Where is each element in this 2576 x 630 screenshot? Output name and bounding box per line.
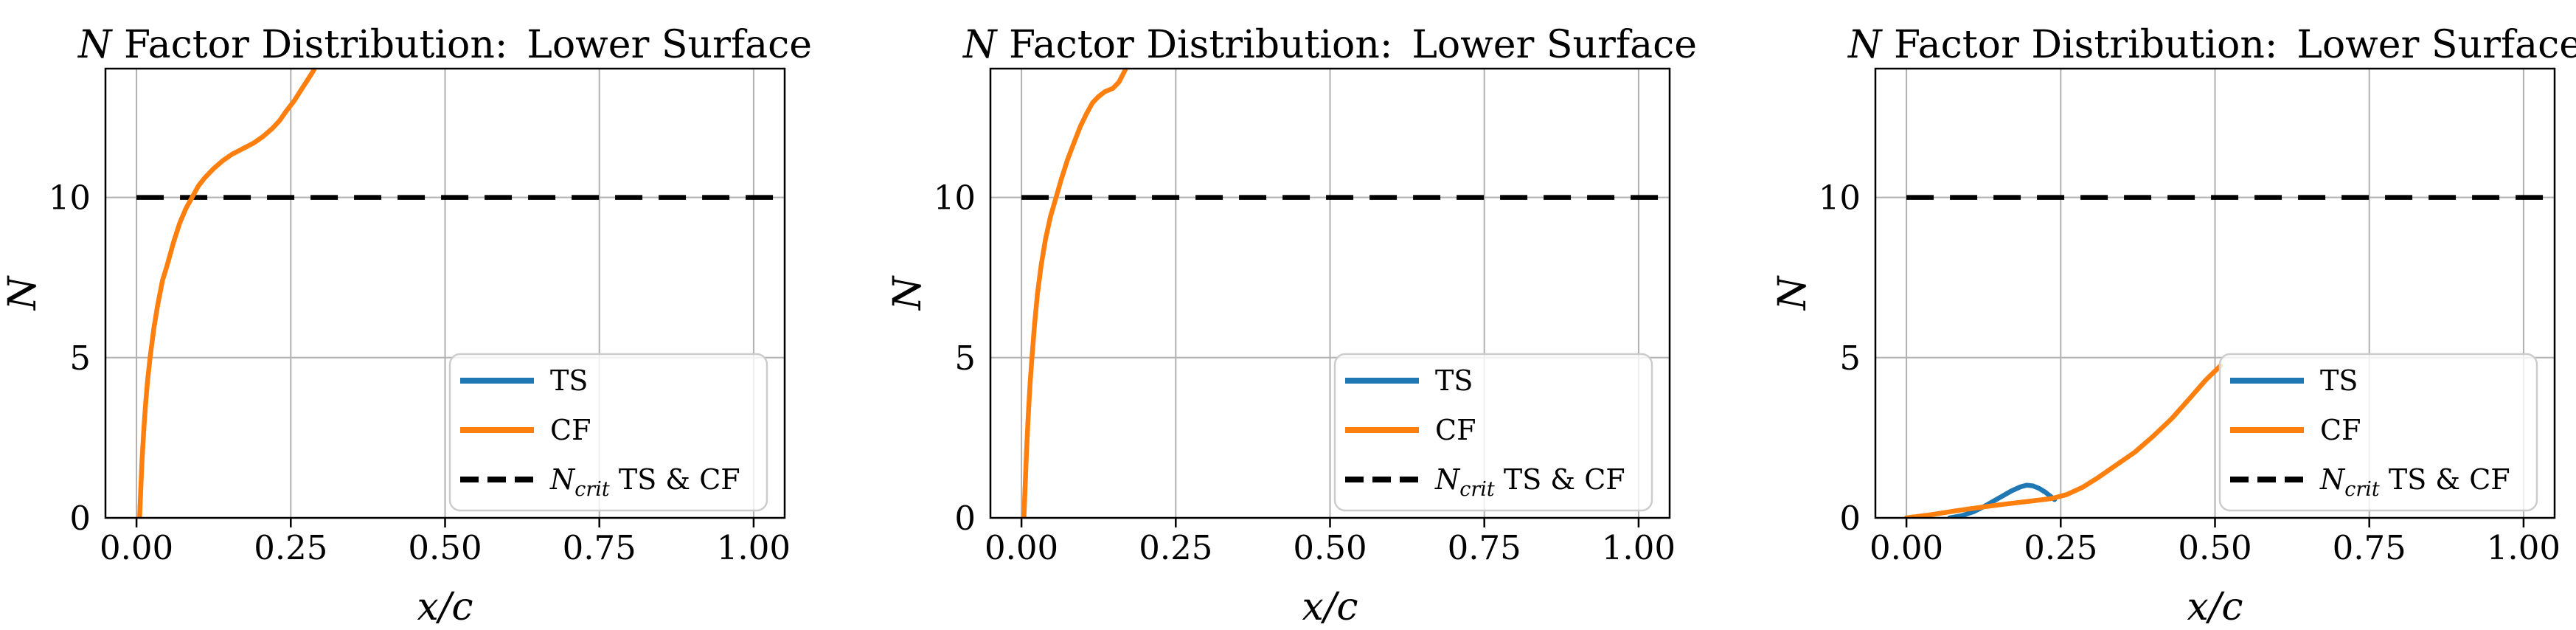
y-tick-label: 5	[1839, 339, 1861, 378]
y-tick-label: 0	[954, 499, 976, 538]
subplot-center: 0.00 0.25 0.50 0.75 1.00 0 5 10 N Factor Distrib…	[886, 23, 1697, 629]
x-axis-label: x/c	[1302, 585, 1358, 629]
x-axis-label: x/c	[417, 585, 473, 629]
legend-label-math: N	[549, 463, 576, 496]
x-tick-label: 0.00	[985, 528, 1058, 567]
cf-curve	[1903, 363, 2223, 518]
legend-label-math: N	[2319, 463, 2346, 496]
plot-title: N Factor Distribution: Lower Surface	[962, 23, 1697, 67]
y-tick-label: 0	[1839, 499, 1861, 538]
legend-frame	[448, 353, 768, 512]
legend-label-rest: TS & CF	[2380, 463, 2510, 496]
ts-curve	[1947, 482, 2058, 518]
legend-label-sub: crit	[2344, 478, 2380, 501]
plot-title-math: N	[1847, 23, 1883, 67]
y-tick-label: 10	[49, 179, 91, 218]
plot-title-math: N	[77, 23, 113, 67]
y-tick-label: 10	[1819, 179, 1861, 218]
subplot-left: 0.00 0.25 0.50 0.75 1.00 0 5 10 N Factor Distrib…	[1, 23, 812, 629]
legend-label-sub: crit	[574, 478, 610, 501]
x-tick-label: 0.25	[2024, 528, 2097, 567]
legend-label-cf: CF	[1435, 414, 1476, 446]
legend-label-ts: TS	[1435, 364, 1473, 397]
legend-label-rest: TS & CF	[610, 463, 740, 496]
plot-title-math: N	[962, 23, 998, 67]
x-tick-label: 1.00	[717, 528, 791, 567]
x-tick-label: 0.00	[100, 528, 173, 567]
x-tick-label: 0.75	[2333, 528, 2406, 567]
legend: TS CF Ncrit TS & CF	[2218, 353, 2538, 512]
x-tick-label: 0.75	[563, 528, 636, 567]
x-tick-label: 0.25	[1139, 528, 1212, 567]
cf-curve	[1021, 69, 1129, 518]
x-tick-label: 0.75	[1448, 528, 1521, 567]
x-tick-label: 1.00	[1602, 528, 1676, 567]
legend: TS CF Ncrit TS & CF	[448, 353, 768, 512]
plot-title: N Factor Distribution: Lower Surface	[77, 23, 812, 67]
cf-curve	[137, 69, 318, 518]
y-tick-label: 5	[954, 339, 976, 378]
legend-label-ts: TS	[2320, 364, 2358, 397]
legend-label-cf: CF	[550, 414, 591, 446]
legend: TS CF Ncrit TS & CF	[1333, 353, 1653, 512]
x-tick-label: 0.25	[254, 528, 327, 567]
y-axis-label: N	[886, 275, 930, 311]
x-tick-label: 0.50	[408, 528, 482, 567]
x-tick-label: 0.50	[1293, 528, 1367, 567]
legend-label-sub: crit	[1459, 478, 1495, 501]
legend-frame	[1333, 353, 1653, 512]
x-tick-label: 1.00	[2487, 528, 2561, 567]
plot-title-rest: Factor Distribution: Lower Surface	[112, 23, 812, 67]
plot-title-rest: Factor Distribution: Lower Surface	[997, 23, 1697, 67]
legend-label-ncrit: Ncrit TS & CF	[1434, 463, 1625, 501]
legend-label-rest: TS & CF	[1495, 463, 1625, 496]
y-tick-label: 10	[934, 179, 976, 218]
x-tick-label: 0.50	[2178, 528, 2252, 567]
y-axis-label: N	[1771, 275, 1815, 311]
y-tick-label: 0	[69, 499, 91, 538]
legend-label-cf: CF	[2320, 414, 2361, 446]
legend-frame	[2218, 353, 2538, 512]
x-tick-label: 0.00	[1869, 528, 1943, 567]
legend-label-math: N	[1434, 463, 1461, 496]
legend-label-ncrit: Ncrit TS & CF	[549, 463, 740, 501]
legend-label-ncrit: Ncrit TS & CF	[2319, 463, 2510, 501]
plot-title: N Factor Distribution: Lower Surface	[1847, 23, 2576, 67]
y-axis-label: N	[1, 275, 45, 311]
y-tick-label: 5	[69, 339, 91, 378]
plot-title-rest: Factor Distribution: Lower Surface	[1882, 23, 2576, 67]
legend-label-ts: TS	[550, 364, 588, 397]
subplot-right: 0.00 0.25 0.50 0.75 1.00 0 5 10 N Factor Distrib…	[1771, 23, 2576, 629]
x-axis-label: x/c	[2187, 585, 2243, 629]
